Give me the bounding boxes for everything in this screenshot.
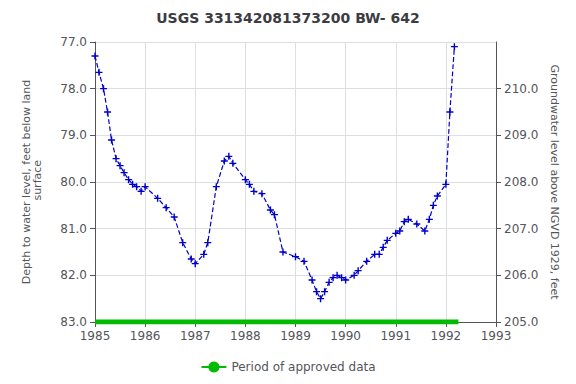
svg-text:surface: surface xyxy=(31,160,44,204)
svg-text:208.0: 208.0 xyxy=(504,175,538,189)
svg-text:210.0: 210.0 xyxy=(504,82,538,96)
svg-text:1990: 1990 xyxy=(330,329,361,343)
svg-text:USGS 331342081373200 BW- 642: USGS 331342081373200 BW- 642 xyxy=(156,10,420,26)
svg-text:81.0: 81.0 xyxy=(60,222,87,236)
svg-text:207.0: 207.0 xyxy=(504,222,538,236)
svg-text:Period of approved data: Period of approved data xyxy=(231,360,375,374)
svg-text:205.0: 205.0 xyxy=(504,315,538,329)
svg-text:209.0: 209.0 xyxy=(504,128,538,142)
svg-text:1988: 1988 xyxy=(230,329,261,343)
svg-text:1992: 1992 xyxy=(431,329,462,343)
svg-text:1993: 1993 xyxy=(481,329,512,343)
svg-text:1986: 1986 xyxy=(130,329,161,343)
svg-text:1989: 1989 xyxy=(280,329,311,343)
svg-text:80.0: 80.0 xyxy=(60,175,87,189)
svg-text:77.0: 77.0 xyxy=(60,35,87,49)
svg-text:Groundwater level above NGVD 1: Groundwater level above NGVD 1929, feet xyxy=(548,64,561,300)
svg-text:83.0: 83.0 xyxy=(60,315,87,329)
svg-text:1985: 1985 xyxy=(80,329,111,343)
svg-text:79.0: 79.0 xyxy=(60,128,87,142)
svg-text:Depth to water level, feet bel: Depth to water level, feet below land xyxy=(20,79,33,285)
svg-text:206.0: 206.0 xyxy=(504,268,538,282)
svg-text:1987: 1987 xyxy=(180,329,211,343)
svg-text:82.0: 82.0 xyxy=(60,268,87,282)
svg-text:78.0: 78.0 xyxy=(60,82,87,96)
svg-text:1991: 1991 xyxy=(380,329,411,343)
